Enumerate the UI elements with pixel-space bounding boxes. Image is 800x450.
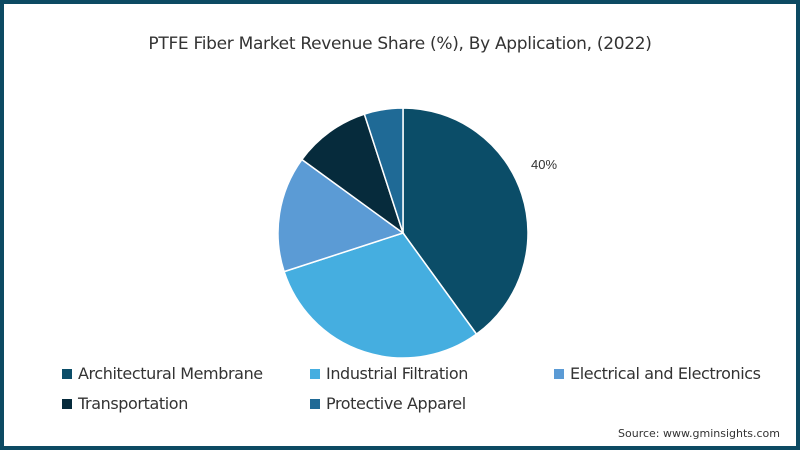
legend-label: Electrical and Electronics bbox=[570, 364, 761, 383]
legend-item-architectural-membrane: Architectural Membrane bbox=[62, 364, 263, 383]
legend-label: Architectural Membrane bbox=[78, 364, 263, 383]
legend-label: Industrial Filtration bbox=[326, 364, 468, 383]
data-label-architectural-membrane: 40% bbox=[531, 157, 558, 172]
pie-slice-transportation bbox=[300, 113, 405, 235]
legend-item-transportation: Transportation bbox=[62, 394, 188, 413]
pie-slice-protective-apparel bbox=[363, 107, 404, 234]
pie-slice-electrical-and-electronics bbox=[277, 158, 405, 273]
pie-slice-architectural-membrane bbox=[402, 107, 529, 336]
legend-swatch bbox=[310, 398, 320, 409]
legend-item-electrical-electronics: Electrical and Electronics bbox=[554, 364, 761, 383]
legend-label: Protective Apparel bbox=[326, 394, 466, 413]
legend-item-industrial-filtration: Industrial Filtration bbox=[310, 364, 468, 383]
source-note: Source: www.gminsights.com bbox=[618, 427, 780, 440]
legend-swatch bbox=[62, 398, 72, 409]
pie-slice-industrial-filtration bbox=[283, 232, 478, 359]
pie-slices bbox=[277, 107, 529, 359]
chart-title: PTFE Fiber Market Revenue Share (%), By … bbox=[148, 34, 652, 54]
legend-item-protective-apparel: Protective Apparel bbox=[310, 394, 466, 413]
legend-swatch bbox=[62, 368, 72, 379]
legend-swatch bbox=[554, 368, 564, 379]
legend-swatch bbox=[310, 368, 320, 379]
legend-label: Transportation bbox=[78, 394, 188, 413]
